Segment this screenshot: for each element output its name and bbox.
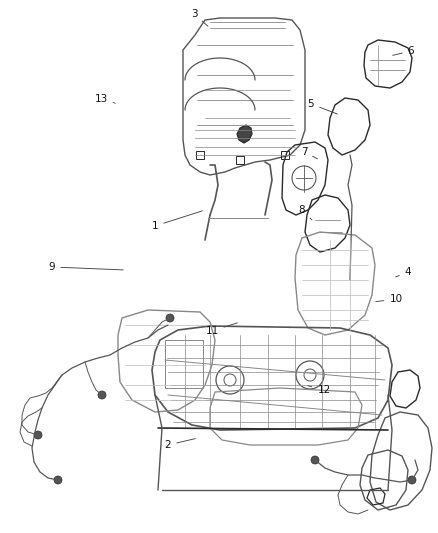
Bar <box>165 340 203 388</box>
Circle shape <box>34 431 42 439</box>
Polygon shape <box>237 125 252 143</box>
Circle shape <box>311 456 319 464</box>
Circle shape <box>166 314 174 322</box>
Text: 4: 4 <box>396 267 411 277</box>
Bar <box>281 151 289 159</box>
Text: 2: 2 <box>165 439 195 450</box>
Circle shape <box>54 476 62 484</box>
Text: 10: 10 <box>376 294 403 304</box>
Text: 5: 5 <box>307 99 337 114</box>
Text: 9: 9 <box>49 262 123 272</box>
Text: 7: 7 <box>301 147 318 159</box>
Text: 6: 6 <box>393 46 414 56</box>
Text: 8: 8 <box>299 205 312 220</box>
Text: 13: 13 <box>94 94 115 104</box>
Bar <box>196 151 204 159</box>
Circle shape <box>408 476 416 484</box>
Text: 11: 11 <box>205 323 237 336</box>
Text: 3: 3 <box>191 9 208 26</box>
Circle shape <box>98 391 106 399</box>
Text: 1: 1 <box>152 211 202 231</box>
Bar <box>236 156 244 164</box>
Text: 12: 12 <box>307 385 331 395</box>
